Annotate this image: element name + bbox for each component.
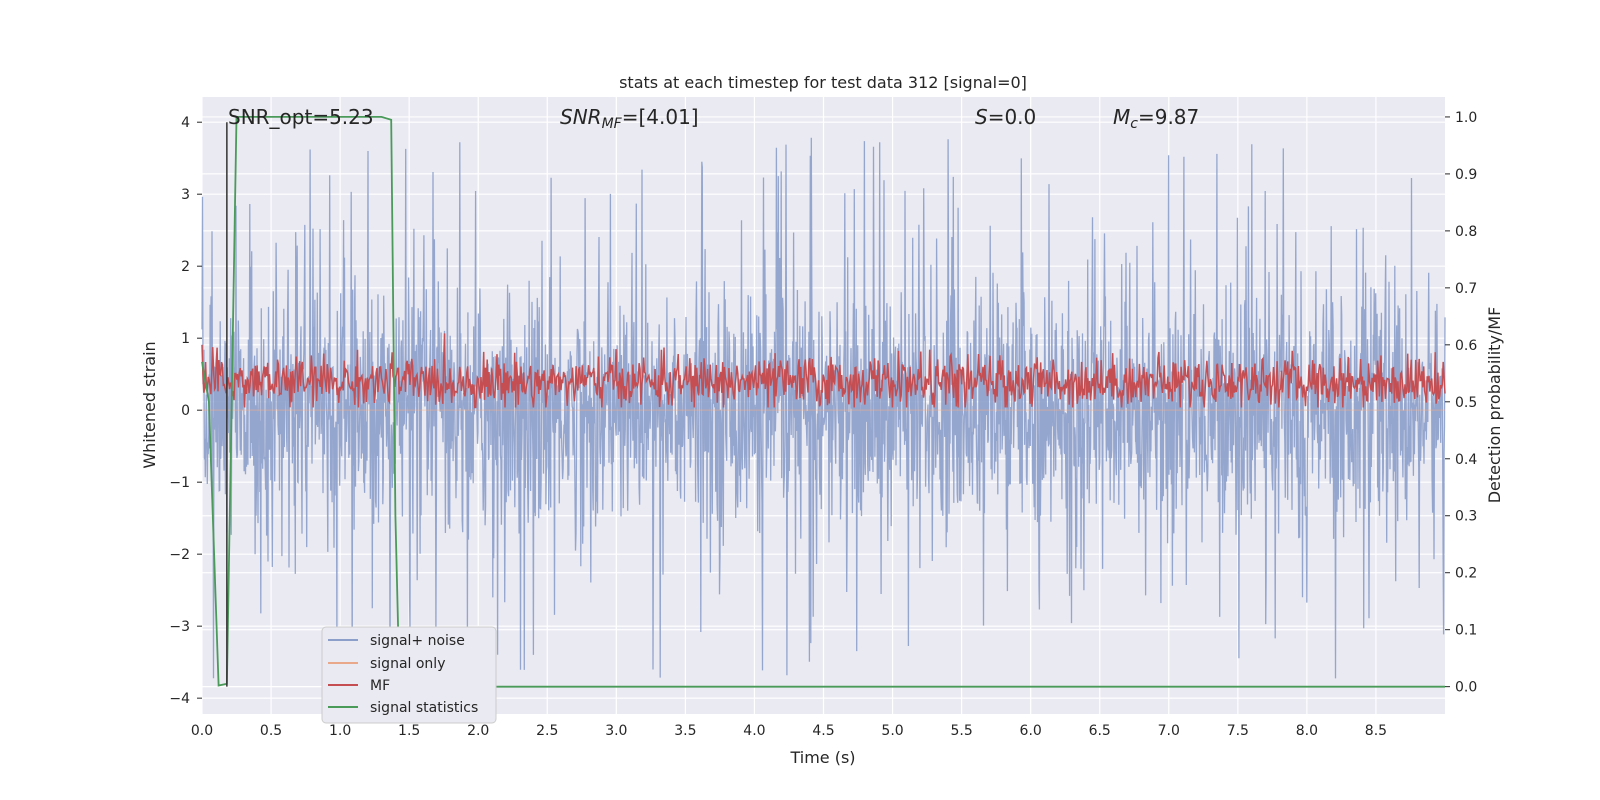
x-tick-labels: 0.0 0.5 1.0 1.5 2.0 2.5 3.0 3.5 4.0 4.5 5.0 5.5 6.0 6…: [191, 723, 1387, 739]
left-y-tick-label: 1: [181, 331, 190, 347]
x-tick-label: 8.5: [1365, 723, 1387, 739]
left-y-tick-label: −1: [169, 475, 190, 491]
right-y-axis-label: Detection probability/MF: [1485, 307, 1504, 504]
mf-series: [201, 333, 1446, 409]
left-y-tick-label: −4: [169, 691, 190, 707]
annotation-s: S=0.0: [975, 105, 1036, 129]
legend-label-signal-noise: signal+ noise: [370, 633, 465, 649]
left-y-tick-labels: 4 3 2 1 0 −1 −2 −3 −4: [169, 115, 202, 707]
legend-label-signal-statistics: signal statistics: [370, 700, 478, 716]
x-axis-label: Time (s): [789, 748, 855, 767]
x-tick-label: 4.0: [743, 723, 765, 739]
right-y-tick-labels: 1.0 0.9 0.8 0.7 0.6 0.5 0.4 0.3 0.2 0.1 0.0: [1445, 110, 1477, 696]
x-tick-label: 0.0: [191, 723, 213, 739]
x-tick-label: 2.5: [536, 723, 558, 739]
x-tick-label: 6.5: [1089, 723, 1111, 739]
x-tick-label: 4.5: [812, 723, 834, 739]
signal-statistics-line: [201, 116, 1445, 688]
annotation-snr-opt: SNR_opt=5.23: [228, 105, 374, 129]
right-y-tick-label: 1.0: [1455, 110, 1477, 126]
right-y-tick-label: 0.1: [1455, 623, 1477, 639]
x-tick-label: 3.5: [674, 723, 696, 739]
x-tick-label: 6.0: [1020, 723, 1042, 739]
annotation-mc: Mc=9.87: [1113, 105, 1199, 132]
signal-statistics-series: [201, 116, 1445, 688]
legend: signal+ noise signal only MF signal stat…: [321, 626, 497, 724]
x-tick-label: 7.5: [1227, 723, 1249, 739]
x-tick-label: 1.5: [398, 723, 420, 739]
left-y-tick-label: 0: [181, 403, 190, 419]
x-tick-label: 3.0: [605, 723, 627, 739]
legend-label-signal-only: signal only: [370, 656, 445, 672]
right-y-tick-label: 0.9: [1455, 167, 1477, 183]
left-y-tick-label: 2: [181, 259, 190, 275]
chart-title: stats at each timestep for test data 312…: [619, 73, 1027, 92]
x-tick-label: 5.0: [881, 723, 903, 739]
grid: [201, 97, 1445, 714]
left-y-axis-label: Whitened strain: [140, 341, 159, 468]
left-y-tick-label: −2: [169, 547, 190, 563]
right-y-tick-label: 0.8: [1455, 224, 1477, 240]
x-tick-label: 5.5: [950, 723, 972, 739]
right-y-tick-label: 0.6: [1455, 338, 1477, 354]
right-y-tick-label: 0.2: [1455, 566, 1477, 582]
x-tick-label: 7.0: [1158, 723, 1180, 739]
left-y-tick-label: 4: [181, 115, 190, 131]
x-tick-label: 2.0: [467, 723, 489, 739]
annotation-snr-mf: SNRMF=[4.01]: [560, 105, 699, 132]
x-tick-label: 1.0: [329, 723, 351, 739]
left-y-tick-label: −3: [169, 619, 190, 635]
right-y-tick-label: 0.4: [1455, 452, 1477, 468]
right-y-tick-label: 0.0: [1455, 680, 1477, 696]
legend-label-mf: MF: [370, 678, 390, 694]
right-y-tick-label: 0.3: [1455, 509, 1477, 525]
right-y-tick-label: 0.5: [1455, 395, 1477, 411]
left-y-tick-label: 3: [181, 187, 190, 203]
right-y-tick-label: 0.7: [1455, 281, 1477, 297]
x-tick-label: 0.5: [260, 723, 282, 739]
legend-box: [321, 626, 497, 724]
mf-line: [201, 333, 1446, 409]
x-tick-label: 8.0: [1296, 723, 1318, 739]
